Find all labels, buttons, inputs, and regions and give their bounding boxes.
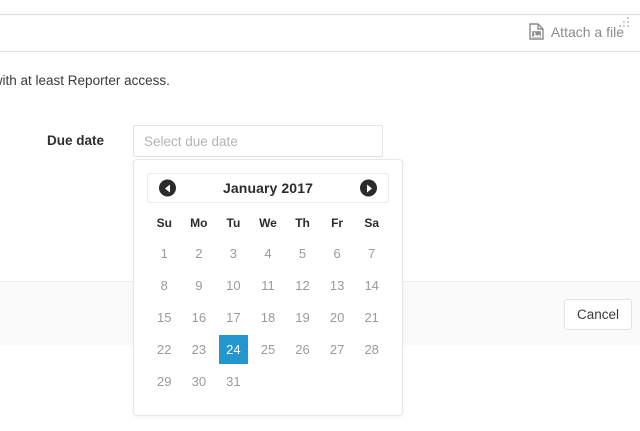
day-slot: 19 xyxy=(285,301,320,333)
day-cell-empty xyxy=(253,365,282,394)
day-slot: 12 xyxy=(285,269,320,301)
day-cell[interactable]: 13 xyxy=(329,277,345,293)
chevron-left-icon[interactable] xyxy=(159,179,176,197)
chevron-right-icon[interactable] xyxy=(360,179,377,197)
weekday-tu: Tu xyxy=(226,216,241,230)
day-slot: 25 xyxy=(251,333,286,365)
day-cell-empty xyxy=(288,365,317,394)
day-slot: 22 xyxy=(147,333,182,365)
day-cell[interactable]: 27 xyxy=(329,341,345,357)
day-cell[interactable]: 3 xyxy=(229,245,238,261)
day-cell[interactable]: 29 xyxy=(157,373,172,389)
day-slot: 11 xyxy=(251,269,286,301)
day-cell-empty xyxy=(323,365,352,394)
day-cell-selected[interactable]: 24 xyxy=(218,334,248,364)
day-cell[interactable]: 30 xyxy=(191,373,207,389)
day-cell[interactable]: 6 xyxy=(333,245,341,261)
day-cell[interactable]: 19 xyxy=(295,309,310,325)
day-slot: 3 xyxy=(216,237,251,269)
day-slot: 6 xyxy=(320,237,355,269)
week-row: 29 30 31 xyxy=(147,365,389,397)
day-slot: 26 xyxy=(285,333,320,365)
datepicker-header: January 2017 xyxy=(147,173,389,203)
day-slot: 13 xyxy=(320,269,355,301)
day-slot xyxy=(320,365,355,397)
day-slot: 28 xyxy=(354,333,389,365)
day-cell[interactable]: 23 xyxy=(191,341,207,357)
weekday-su: Su xyxy=(156,216,172,230)
day-cell[interactable]: 11 xyxy=(261,277,275,293)
due-date-label: Due date xyxy=(47,133,105,148)
day-cell[interactable]: 7 xyxy=(368,245,376,261)
week-row: 8 9 10 11 12 13 14 xyxy=(147,269,389,301)
day-slot: 15 xyxy=(147,301,182,333)
day-cell[interactable]: 14 xyxy=(364,277,379,293)
attach-a-file-label: Attach a file xyxy=(550,23,624,40)
attach-file-bar: Attach a file xyxy=(0,14,640,52)
day-cell[interactable]: 9 xyxy=(195,277,203,293)
file-image-icon xyxy=(529,23,544,40)
datepicker-month-title: January 2017 xyxy=(223,180,313,196)
day-cell-empty xyxy=(357,365,386,394)
day-cell[interactable]: 2 xyxy=(195,245,203,261)
day-slot: 16 xyxy=(182,301,217,333)
day-slot: 20 xyxy=(320,301,355,333)
day-cell[interactable]: 15 xyxy=(157,309,172,325)
day-cell[interactable]: 8 xyxy=(160,277,168,293)
due-date-input[interactable] xyxy=(133,125,383,157)
day-slot: 29 xyxy=(147,365,182,397)
cancel-button[interactable]: Cancel xyxy=(563,299,632,330)
week-row: 1 2 3 4 5 6 7 xyxy=(147,237,389,269)
day-slot: 21 xyxy=(354,301,389,333)
attach-a-file-button[interactable]: Attach a file xyxy=(529,23,624,40)
day-cell[interactable]: 4 xyxy=(264,245,272,261)
day-cell[interactable]: 17 xyxy=(226,309,241,325)
day-slot: 17 xyxy=(216,301,251,333)
weekday-header-row: Su Mo Tu We Th Fr Sa xyxy=(147,209,389,237)
day-slot: 2 xyxy=(182,237,217,269)
day-cell[interactable]: 21 xyxy=(364,309,379,325)
day-cell[interactable]: 25 xyxy=(260,341,276,357)
weekday-sa: Sa xyxy=(364,216,380,230)
day-slot: 30 xyxy=(182,365,217,397)
day-cell[interactable]: 20 xyxy=(329,309,345,325)
day-slot: 5 xyxy=(285,237,320,269)
day-slot: 4 xyxy=(251,237,286,269)
weekday-mo: Mo xyxy=(190,216,208,230)
day-slot: 27 xyxy=(320,333,355,365)
datepicker-grid: Su Mo Tu We Th Fr Sa 1 2 3 4 5 6 7 8 9 10 11 12 13 14… xyxy=(147,209,389,397)
day-cell[interactable]: 22 xyxy=(157,341,172,357)
day-cell[interactable]: 16 xyxy=(191,309,207,325)
day-cell[interactable]: 5 xyxy=(298,245,307,261)
day-slot xyxy=(354,365,389,397)
day-slot: 7 xyxy=(354,237,389,269)
description-text: embers with at least Reporter access. xyxy=(0,73,170,88)
day-cell[interactable]: 12 xyxy=(295,277,310,293)
day-slot xyxy=(285,365,320,397)
day-cell[interactable]: 31 xyxy=(226,373,241,389)
day-slot: 18 xyxy=(251,301,286,333)
day-slot: 8 xyxy=(147,269,182,301)
day-cell[interactable]: 26 xyxy=(295,341,310,357)
week-row: 15 16 17 18 19 20 21 xyxy=(147,301,389,333)
day-cell[interactable]: 1 xyxy=(160,245,168,261)
day-cell[interactable]: 28 xyxy=(364,341,379,357)
weekday-we: We xyxy=(259,216,277,230)
day-slot: 31 xyxy=(216,365,251,397)
day-slot: 10 xyxy=(216,269,251,301)
weekday-fr: Fr xyxy=(331,216,344,230)
day-cell[interactable]: 10 xyxy=(226,277,241,293)
day-slot: 24 xyxy=(216,333,251,365)
day-slot: 23 xyxy=(182,333,217,365)
week-row: 22 23 24 25 26 27 28 xyxy=(147,333,389,365)
weekday-th: Th xyxy=(295,216,310,230)
day-slot xyxy=(251,365,286,397)
day-cell[interactable]: 18 xyxy=(260,309,276,325)
resize-grip-icon[interactable] xyxy=(619,17,631,29)
day-slot: 14 xyxy=(354,269,389,301)
day-slot: 9 xyxy=(182,269,217,301)
day-slot: 1 xyxy=(147,237,182,269)
